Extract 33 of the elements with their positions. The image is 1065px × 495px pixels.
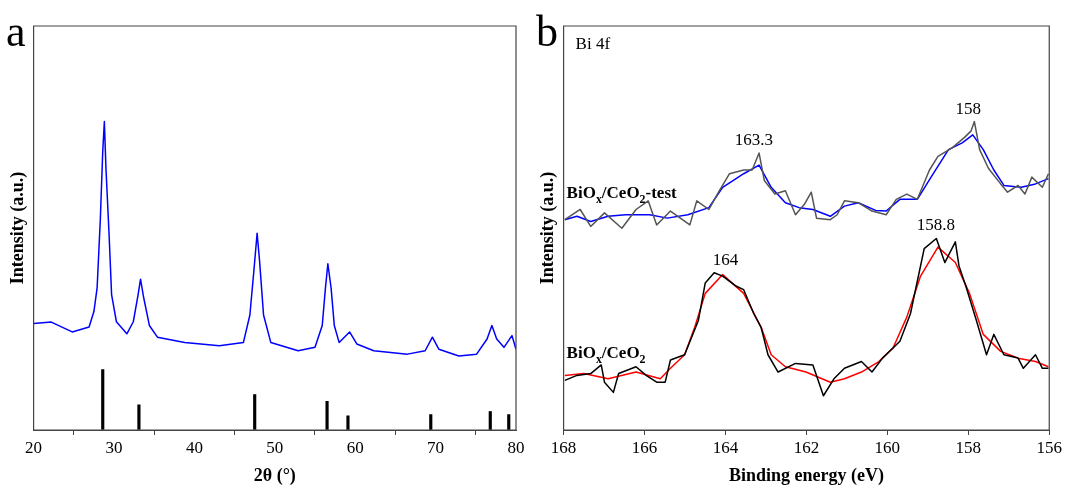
- x-axis-title: 2θ (°): [253, 464, 296, 486]
- bar: [346, 415, 350, 430]
- y-axis-title: Intensity (a.u.): [537, 171, 559, 285]
- annotation: 158: [955, 98, 982, 118]
- bar: [137, 404, 141, 430]
- annotation: 164: [712, 249, 739, 269]
- x-tick-label: 164: [712, 437, 739, 457]
- x-tick-label: 158: [955, 437, 982, 457]
- bar: [325, 400, 329, 430]
- bar: [101, 369, 105, 430]
- annotation: 158.8: [916, 215, 956, 235]
- x-tick-label: 70: [427, 437, 445, 457]
- x-tick-label: 156: [1036, 437, 1062, 457]
- x-tick-label: 80: [507, 437, 525, 457]
- x-tick-label: 20: [25, 437, 43, 457]
- x-tick-label: 50: [266, 437, 284, 457]
- x-tick-label: 162: [793, 437, 820, 457]
- y-axis-title: Intensity (a.u.): [7, 171, 29, 285]
- bar: [488, 411, 492, 430]
- annotation: 163.3: [734, 130, 773, 150]
- x-tick-label: 60: [346, 437, 364, 457]
- x-axis-title: Binding energy (eV): [728, 464, 884, 486]
- x-tick-label: 166: [631, 437, 658, 457]
- x-tick-label: 30: [105, 437, 123, 457]
- x-tick-label: 40: [185, 437, 203, 457]
- text: Bi 4f: [575, 33, 611, 53]
- bar: [507, 414, 511, 430]
- bar: [429, 414, 433, 430]
- chart-title: a: [6, 7, 26, 56]
- x-tick-label: 160: [874, 437, 901, 457]
- bar: [253, 394, 257, 430]
- chart-title: b: [536, 7, 558, 56]
- x-tick-label: 168: [550, 437, 577, 457]
